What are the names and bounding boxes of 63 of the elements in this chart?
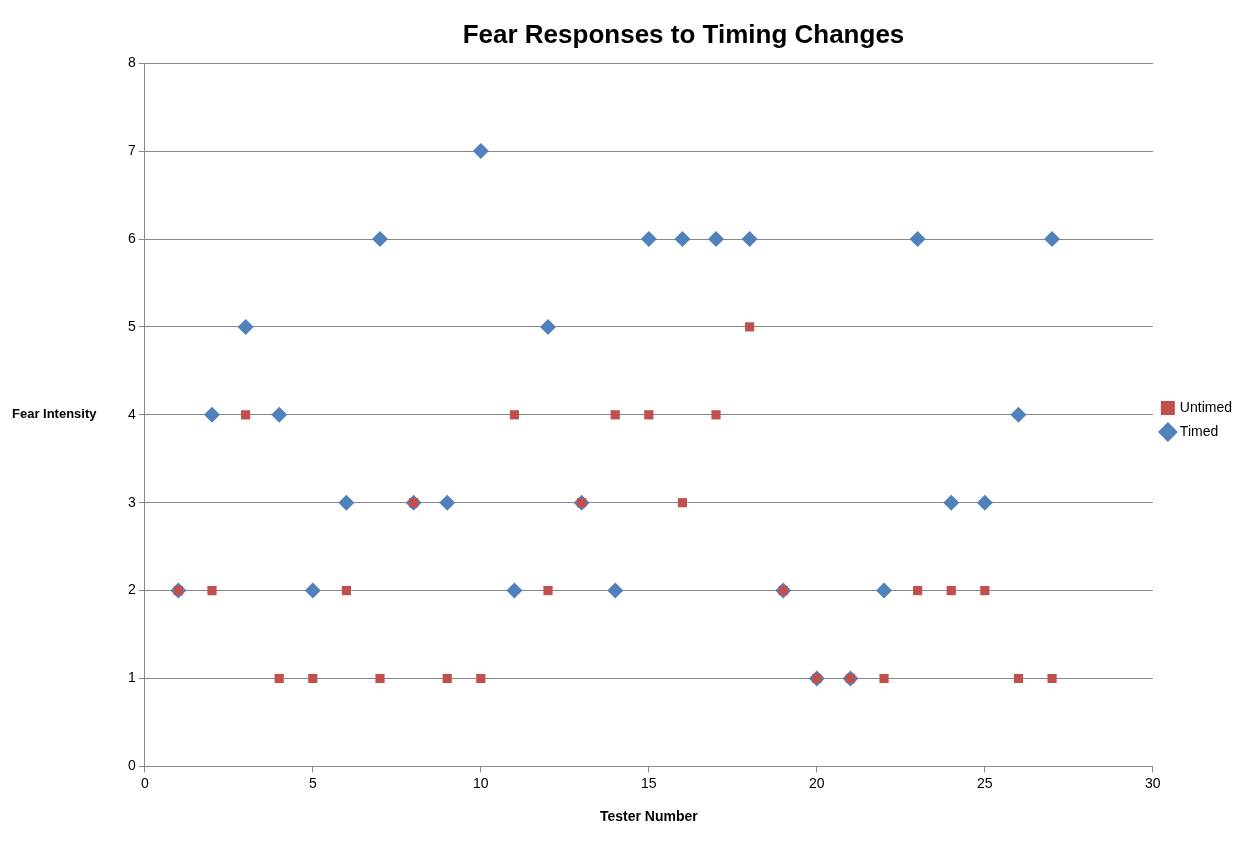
x-tick-label: 5 [308, 774, 317, 791]
point [472, 143, 489, 160]
point [711, 410, 721, 420]
y-tick-label: 0 [127, 757, 136, 774]
point [1010, 406, 1027, 423]
y-tick-label: 5 [127, 317, 136, 334]
point [610, 410, 620, 420]
x-axis-title: Tester Number [599, 808, 699, 825]
point [674, 231, 691, 247]
y-tick-label: 8 [127, 54, 136, 71]
point [203, 406, 220, 423]
point [1013, 673, 1024, 684]
point [1047, 673, 1057, 684]
y-tick-label: 7 [127, 141, 136, 158]
x-tick-label: 10 [473, 774, 489, 791]
point [372, 231, 389, 247]
point [976, 494, 993, 511]
point [879, 673, 889, 684]
y-tick-label: 6 [127, 229, 136, 246]
point [946, 586, 956, 596]
point [338, 494, 355, 511]
point [506, 582, 523, 599]
point [439, 494, 456, 511]
point [876, 582, 893, 599]
point [341, 586, 351, 596]
legend-label: Timed [1179, 422, 1219, 439]
point [207, 586, 217, 596]
point [708, 231, 725, 247]
point [271, 406, 288, 423]
point [442, 673, 452, 684]
x-tick-label: 0 [140, 774, 149, 791]
point [237, 318, 254, 335]
point [913, 586, 923, 596]
chart-title: Fear Responses to Timing Changes [462, 18, 905, 49]
point [375, 673, 385, 684]
x-tick-label: 15 [641, 774, 657, 791]
point [607, 582, 624, 599]
y-axis-title: Fear Intensity [12, 406, 98, 422]
legend-label: Untimed [1179, 398, 1233, 415]
point [980, 586, 990, 596]
y-tick-label: 4 [127, 405, 136, 422]
point [509, 410, 520, 420]
y-tick-label: 1 [127, 669, 136, 686]
point [943, 494, 960, 511]
point [540, 318, 557, 335]
point [543, 586, 553, 596]
point [476, 673, 486, 684]
point [308, 673, 318, 684]
point [241, 410, 251, 420]
point [644, 410, 654, 420]
x-tick-label: 20 [809, 774, 825, 791]
point [274, 673, 284, 684]
point [909, 231, 926, 247]
y-tick-label: 3 [127, 493, 136, 510]
y-tick-label: 2 [127, 581, 136, 598]
point [304, 582, 321, 599]
point [640, 231, 657, 247]
point [1044, 231, 1061, 247]
x-tick-label: 30 [1145, 774, 1161, 791]
x-tick-label: 25 [977, 774, 993, 791]
point [741, 231, 758, 247]
point [677, 498, 688, 508]
point [745, 322, 755, 332]
